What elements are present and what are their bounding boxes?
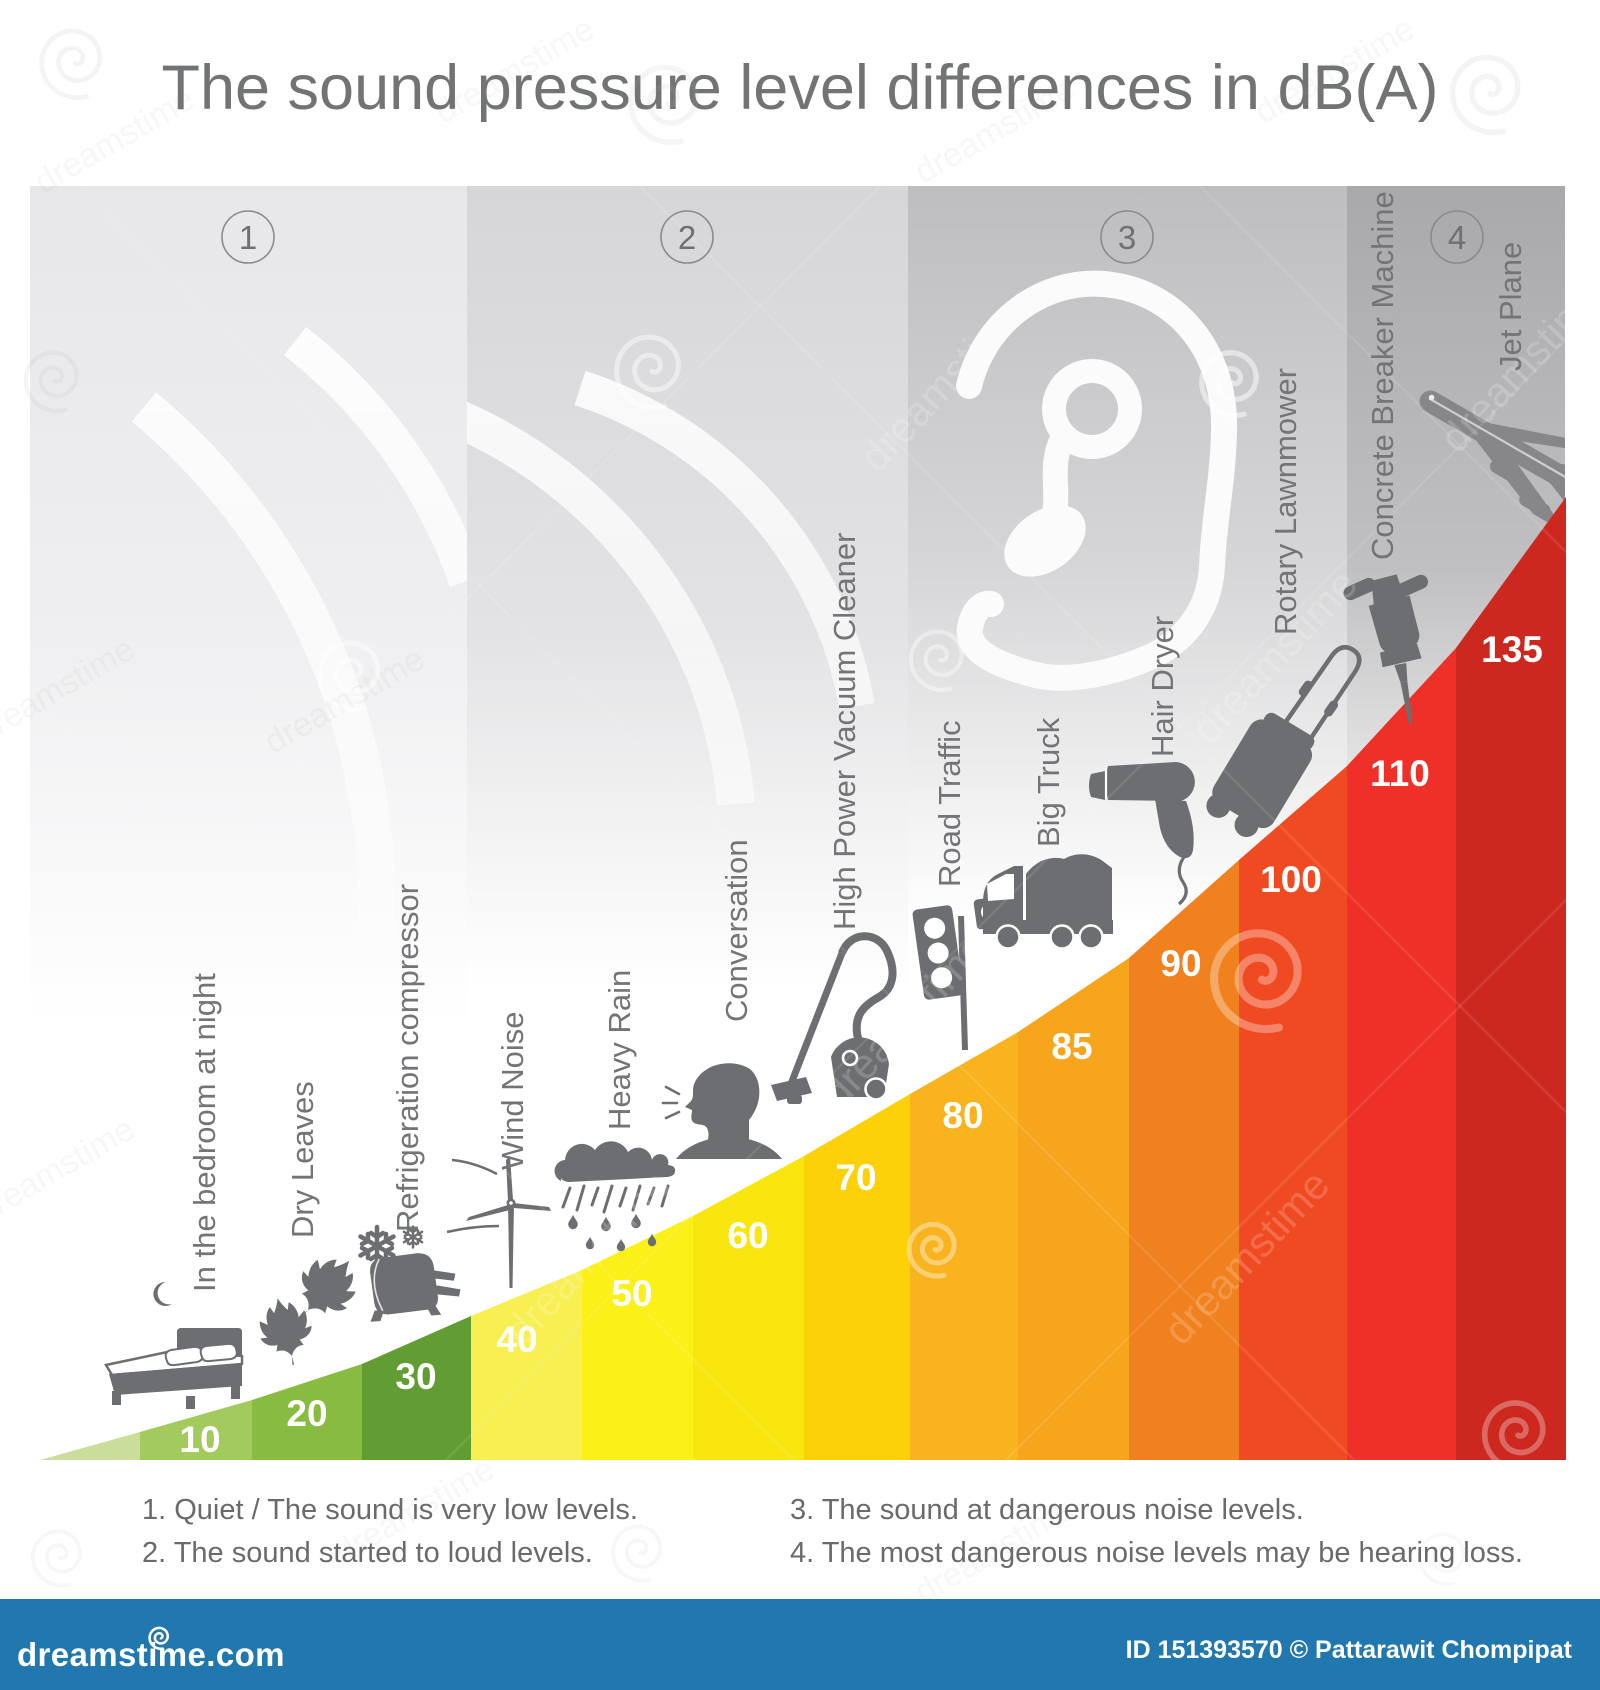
svg-text:10: 10	[179, 1419, 220, 1460]
svg-text:Big Truck: Big Truck	[1031, 717, 1066, 847]
svg-text:Dry Leaves: Dry Leaves	[285, 1081, 320, 1238]
svg-text:Road Traffic: Road Traffic	[932, 720, 967, 887]
svg-text:Wind Noise: Wind Noise	[495, 1012, 530, 1171]
svg-text:In the bedroom at night: In the bedroom at night	[187, 973, 222, 1292]
svg-text:dreamstime: dreamstime	[850, 288, 1034, 481]
svg-text:85: 85	[1051, 1026, 1092, 1067]
svg-text:80: 80	[942, 1095, 983, 1136]
svg-text:Hair Dryer: Hair Dryer	[1145, 616, 1180, 757]
svg-text:dreamstime: dreamstime	[28, 80, 201, 202]
svg-text:Heavy Rain: Heavy Rain	[602, 970, 637, 1130]
svg-text:Jet Plane: Jet Plane	[1493, 242, 1528, 371]
svg-text:Refrigeration compressor: Refrigeration compressor	[390, 884, 425, 1232]
svg-text:dreamstime: dreamstime	[1248, 10, 1421, 132]
svg-text:dreamstime: dreamstime	[0, 1110, 141, 1232]
svg-text:Rotary Lawnmower: Rotary Lawnmower	[1268, 368, 1303, 635]
svg-text:50: 50	[611, 1273, 652, 1314]
svg-text:100: 100	[1260, 859, 1322, 900]
svg-text:Concrete Breaker Machine: Concrete Breaker Machine	[1365, 191, 1400, 560]
svg-text:90: 90	[1160, 943, 1201, 984]
svg-text:3: 3	[1118, 219, 1136, 256]
svg-text:Conversation: Conversation	[719, 839, 754, 1022]
svg-text:20: 20	[286, 1393, 327, 1434]
svg-text:2: 2	[678, 219, 696, 256]
svg-text:1: 1	[239, 219, 257, 256]
svg-text:dreamstime: dreamstime	[908, 70, 1081, 192]
svg-text:4: 4	[1448, 219, 1466, 256]
svg-text:40: 40	[496, 1319, 537, 1360]
svg-text:dreamstime: dreamstime	[0, 630, 141, 752]
svg-text:110: 110	[1370, 753, 1430, 794]
svg-text:135: 135	[1481, 629, 1543, 670]
svg-text:30: 30	[395, 1356, 436, 1397]
svg-text:70: 70	[835, 1157, 876, 1198]
svg-text:60: 60	[727, 1215, 768, 1256]
svg-text:dreamstime: dreamstime	[428, 10, 601, 132]
svg-text:High Power Vacuum Cleaner: High Power Vacuum Cleaner	[827, 533, 862, 930]
